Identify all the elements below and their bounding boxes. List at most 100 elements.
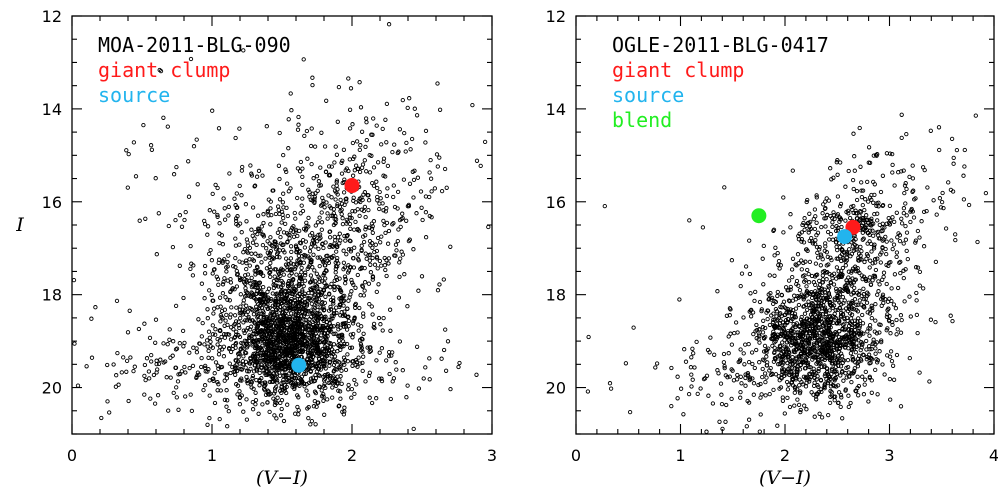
star-point xyxy=(870,261,875,266)
star-point xyxy=(370,230,375,235)
star-point xyxy=(303,371,308,376)
star-point xyxy=(786,278,792,283)
star-point xyxy=(818,312,823,317)
star-point xyxy=(700,225,706,230)
star-point xyxy=(398,256,403,261)
star-point xyxy=(800,319,805,324)
star-point xyxy=(322,335,328,340)
star-point xyxy=(746,341,751,347)
star-point xyxy=(787,309,793,314)
star-point xyxy=(351,156,356,162)
star-point xyxy=(391,194,396,200)
star-point xyxy=(306,320,311,325)
star-point xyxy=(822,384,827,389)
star-point xyxy=(375,198,380,203)
star-point xyxy=(261,302,267,307)
star-point xyxy=(283,221,288,227)
star-point xyxy=(199,355,204,361)
star-point xyxy=(254,367,259,372)
star-point xyxy=(780,395,785,400)
star-point xyxy=(302,273,308,278)
star-point xyxy=(441,277,446,282)
star-point xyxy=(804,359,809,364)
star-point xyxy=(203,363,208,369)
star-point xyxy=(919,219,924,224)
star-point xyxy=(278,291,284,296)
star-point xyxy=(286,117,291,122)
star-point xyxy=(439,188,445,194)
star-point xyxy=(313,223,318,228)
star-point xyxy=(222,397,228,403)
star-point xyxy=(322,378,327,383)
star-point xyxy=(356,355,361,360)
star-point xyxy=(865,179,870,185)
star-point xyxy=(359,336,364,341)
star-point xyxy=(300,332,305,338)
star-point xyxy=(225,398,230,403)
star-point xyxy=(839,271,844,277)
star-point xyxy=(785,387,791,392)
star-point xyxy=(819,364,824,370)
star-point xyxy=(371,165,377,170)
star-point xyxy=(867,218,872,223)
star-point xyxy=(386,261,391,266)
star-point xyxy=(838,254,843,259)
star-point xyxy=(335,235,341,240)
star-point xyxy=(306,364,312,369)
star-point xyxy=(292,297,298,303)
star-point xyxy=(283,374,288,379)
star-point xyxy=(326,164,332,169)
star-point xyxy=(806,317,812,323)
star-point xyxy=(796,354,801,359)
star-point xyxy=(315,400,320,405)
star-point xyxy=(729,396,734,402)
star-point xyxy=(809,315,815,320)
star-point xyxy=(586,334,591,340)
star-point xyxy=(887,314,892,319)
star-point xyxy=(690,346,695,351)
star-point xyxy=(200,320,205,326)
star-point xyxy=(824,270,830,275)
star-point xyxy=(297,348,303,354)
star-point xyxy=(845,318,850,324)
star-point xyxy=(834,343,839,349)
star-point xyxy=(351,227,357,232)
star-point xyxy=(874,357,879,362)
star-point xyxy=(738,283,743,289)
star-point xyxy=(927,379,932,384)
star-point xyxy=(791,336,796,341)
star-point xyxy=(266,295,271,300)
star-point xyxy=(845,357,851,363)
star-point xyxy=(384,273,389,279)
star-point xyxy=(313,191,318,196)
star-point xyxy=(323,169,329,174)
star-point xyxy=(779,293,785,298)
star-point xyxy=(264,246,269,251)
star-point xyxy=(283,344,288,350)
star-point xyxy=(917,269,923,275)
star-point xyxy=(304,340,310,345)
star-point xyxy=(851,340,856,345)
star-point xyxy=(427,170,432,175)
star-point xyxy=(331,308,337,313)
star-point xyxy=(764,310,769,315)
star-point xyxy=(792,384,798,390)
star-point xyxy=(395,150,400,156)
star-point xyxy=(884,281,889,287)
star-point xyxy=(962,164,967,169)
star-point xyxy=(804,407,809,412)
star-point xyxy=(796,283,801,288)
star-point xyxy=(867,239,872,244)
star-point xyxy=(435,288,441,293)
star-point xyxy=(856,316,861,321)
star-point xyxy=(867,311,873,316)
star-point xyxy=(268,222,273,227)
star-point xyxy=(857,325,862,331)
star-point xyxy=(891,302,897,307)
star-point xyxy=(359,129,365,134)
star-point xyxy=(277,176,282,182)
star-point xyxy=(156,211,161,216)
star-point xyxy=(309,418,315,424)
star-point xyxy=(306,290,311,296)
star-point xyxy=(841,378,846,383)
